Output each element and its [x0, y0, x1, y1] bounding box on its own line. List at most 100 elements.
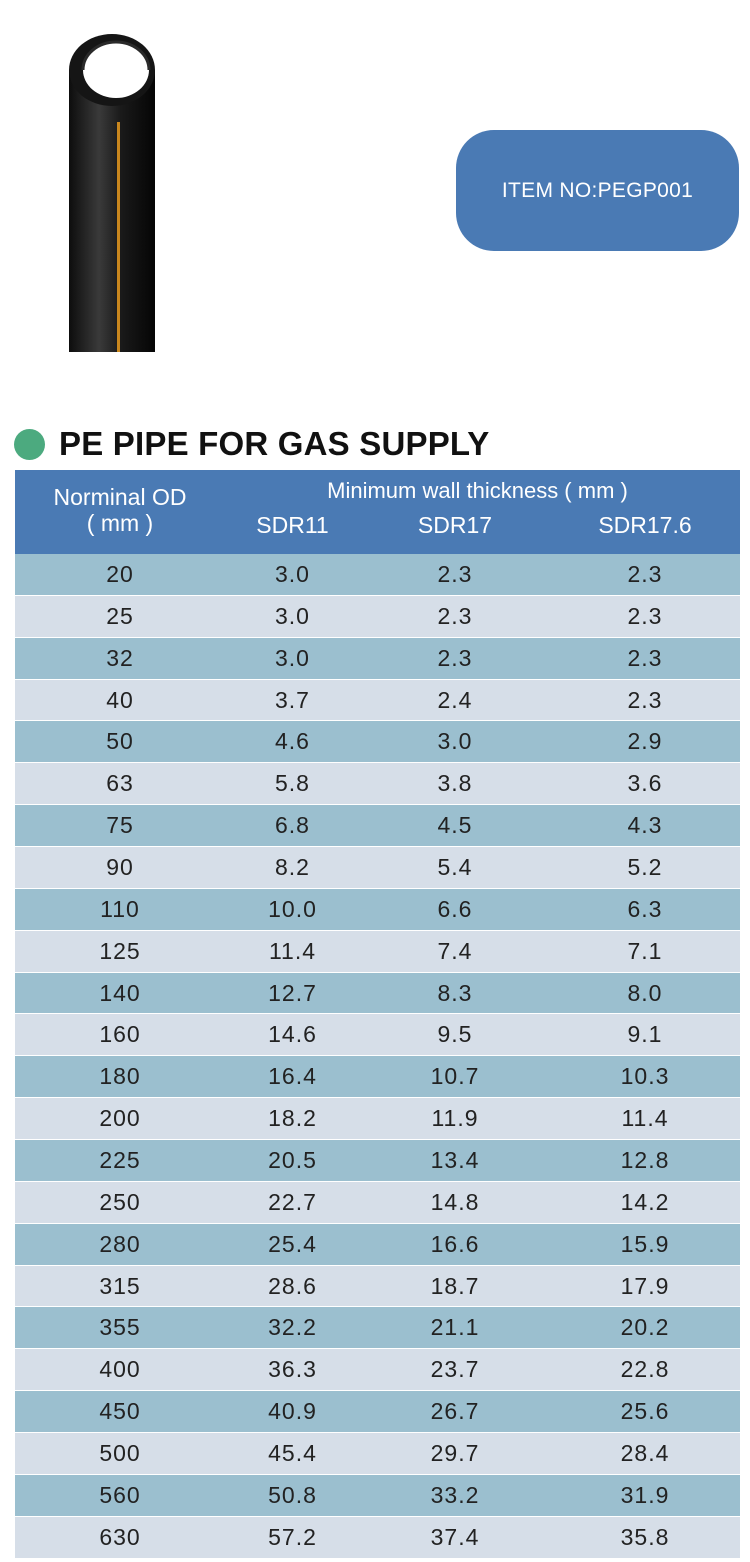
- table-row: 450 40.9 26.7 25.6: [15, 1391, 740, 1434]
- cell-sdr17-6: 17.9: [620, 1272, 670, 1299]
- table-row: 355 32.2 21.1 20.2: [15, 1307, 740, 1350]
- cell-sdr11: 32.2: [268, 1314, 317, 1341]
- od-header-unit: ( mm ): [86, 510, 154, 536]
- cell-sdr17: 23.7: [430, 1356, 480, 1383]
- cell-sdr17: 3.0: [437, 728, 473, 755]
- cell-sdr11: 3.0: [275, 644, 310, 671]
- table-row: 32 3.0 2.3 2.3: [15, 637, 740, 680]
- cell-sdr11: 10.0: [268, 895, 317, 922]
- cell-od: 40: [106, 686, 134, 713]
- cell-sdr11: 4.6: [275, 728, 310, 755]
- cell-sdr17-6: 4.3: [627, 812, 663, 839]
- table-row: 630 57.2 37.4 35.8: [15, 1516, 740, 1559]
- cell-sdr17: 8.3: [437, 979, 473, 1006]
- green-dot-icon: [14, 428, 45, 460]
- item-number-badge: ITEM NO:PEGP001: [456, 130, 739, 251]
- table-row: 140 12.7 8.3 8.0: [15, 972, 740, 1015]
- cell-sdr17-6: 12.8: [620, 1146, 670, 1173]
- cell-od: 180: [99, 1063, 141, 1090]
- cell-sdr11: 3.7: [275, 686, 310, 713]
- cell-od: 63: [106, 770, 134, 797]
- table-header: Norminal OD ( mm ) Minimum wall thicknes…: [15, 470, 740, 554]
- cell-sdr17-6: 2.9: [627, 728, 663, 755]
- cell-sdr11: 14.6: [268, 1021, 317, 1048]
- table-row: 400 36.3 23.7 22.8: [15, 1349, 740, 1392]
- cell-od: 500: [99, 1439, 141, 1466]
- cell-od: 160: [99, 1021, 141, 1048]
- cell-sdr17: 29.7: [430, 1439, 480, 1466]
- table-row: 75 6.8 4.5 4.3: [15, 805, 740, 848]
- cell-sdr17-6: 2.3: [627, 686, 663, 713]
- table-row: 40 3.7 2.4 2.3: [15, 679, 740, 722]
- cell-sdr11: 8.2: [275, 853, 310, 880]
- cell-sdr17-6: 5.2: [627, 853, 663, 880]
- cell-sdr17-6: 22.8: [620, 1356, 670, 1383]
- cell-sdr17: 5.4: [437, 853, 473, 880]
- cell-od: 110: [100, 895, 140, 922]
- cell-od: 32: [106, 644, 134, 671]
- cell-sdr17: 33.2: [430, 1481, 480, 1508]
- cell-od: 250: [99, 1188, 141, 1215]
- cell-sdr17: 11.9: [431, 1105, 479, 1132]
- cell-od: 355: [99, 1314, 141, 1341]
- section-header: PE PIPE FOR GAS SUPPLY: [14, 420, 489, 468]
- table-row: 110 10.0 6.6 6.3: [15, 888, 740, 931]
- cell-sdr17-6: 10.3: [620, 1063, 670, 1090]
- cell-od: 200: [99, 1105, 141, 1132]
- cell-od: 450: [99, 1398, 141, 1425]
- cell-sdr11: 36.3: [268, 1356, 317, 1383]
- table-row: 90 8.2 5.4 5.2: [15, 847, 740, 889]
- cell-sdr17: 2.4: [437, 686, 473, 713]
- cell-sdr11: 20.5: [268, 1146, 317, 1173]
- table-row: 250 22.7 14.8 14.2: [15, 1181, 740, 1224]
- cell-od: 630: [99, 1523, 141, 1550]
- cell-sdr17-6: 2.3: [627, 644, 663, 671]
- sdr17-column-header: SDR17: [417, 512, 493, 538]
- cell-sdr17: 3.8: [437, 770, 473, 797]
- cell-sdr17: 13.4: [430, 1146, 480, 1173]
- cell-sdr17: 26.7: [430, 1398, 480, 1425]
- od-column-header: Norminal OD ( mm ): [15, 484, 225, 536]
- cell-od: 50: [106, 728, 134, 755]
- cell-sdr11: 18.2: [268, 1105, 317, 1132]
- cell-sdr17: 10.7: [430, 1063, 480, 1090]
- table-row: 315 28.6 18.7 17.9: [15, 1265, 740, 1308]
- item-number-label: ITEM NO:PEGP001: [501, 178, 694, 202]
- cell-sdr11: 3.0: [275, 602, 310, 629]
- cell-od: 75: [106, 812, 134, 839]
- cell-sdr11: 28.6: [268, 1272, 317, 1299]
- cell-sdr17-6: 14.2: [620, 1188, 670, 1215]
- cell-sdr11: 45.4: [268, 1439, 317, 1466]
- cell-sdr11: 22.7: [268, 1188, 317, 1215]
- cell-sdr17-6: 15.9: [620, 1230, 670, 1257]
- cell-od: 560: [99, 1481, 141, 1508]
- cell-sdr17-6: 25.6: [620, 1398, 670, 1425]
- cell-sdr17: 7.4: [437, 937, 473, 964]
- table-row: 500 45.4 29.7 28.4: [15, 1433, 740, 1475]
- cell-od: 20: [106, 560, 134, 587]
- cell-sdr17-6: 20.2: [620, 1314, 670, 1341]
- cell-sdr17-6: 35.8: [620, 1523, 670, 1550]
- cell-sdr11: 3.0: [275, 560, 310, 587]
- section-title: PE PIPE FOR GAS SUPPLY: [59, 425, 490, 462]
- cell-od: 400: [99, 1356, 141, 1383]
- table-body: 20 3.0 2.3 2.3 25 3.0 2.3 2.3 32 3.0 2.3 2.3 40 3.7 2.…: [15, 554, 740, 1559]
- cell-od: 315: [99, 1272, 141, 1299]
- table-row: 125 11.4 7.4 7.1: [15, 930, 740, 973]
- cell-sdr11: 12.7: [268, 979, 317, 1006]
- cell-sdr17: 16.6: [430, 1230, 480, 1257]
- pe-pipe-image: [60, 22, 164, 352]
- cell-sdr17-6: 8.0: [627, 979, 663, 1006]
- cell-sdr17-6: 6.3: [627, 895, 663, 922]
- cell-sdr17: 2.3: [437, 602, 473, 629]
- cell-sdr17-6: 2.3: [627, 602, 663, 629]
- cell-sdr11: 6.8: [275, 812, 310, 839]
- cell-sdr17: 2.3: [437, 560, 473, 587]
- cell-sdr17: 18.7: [430, 1272, 480, 1299]
- sdr17-6-column-header: SDR17.6: [598, 512, 692, 538]
- cell-sdr17: 14.8: [430, 1188, 480, 1215]
- cell-sdr11: 16.4: [268, 1063, 317, 1090]
- cell-sdr17-6: 3.6: [627, 770, 663, 797]
- table-row: 225 20.5 13.4 12.8: [15, 1140, 740, 1182]
- cell-sdr17: 9.5: [437, 1021, 473, 1048]
